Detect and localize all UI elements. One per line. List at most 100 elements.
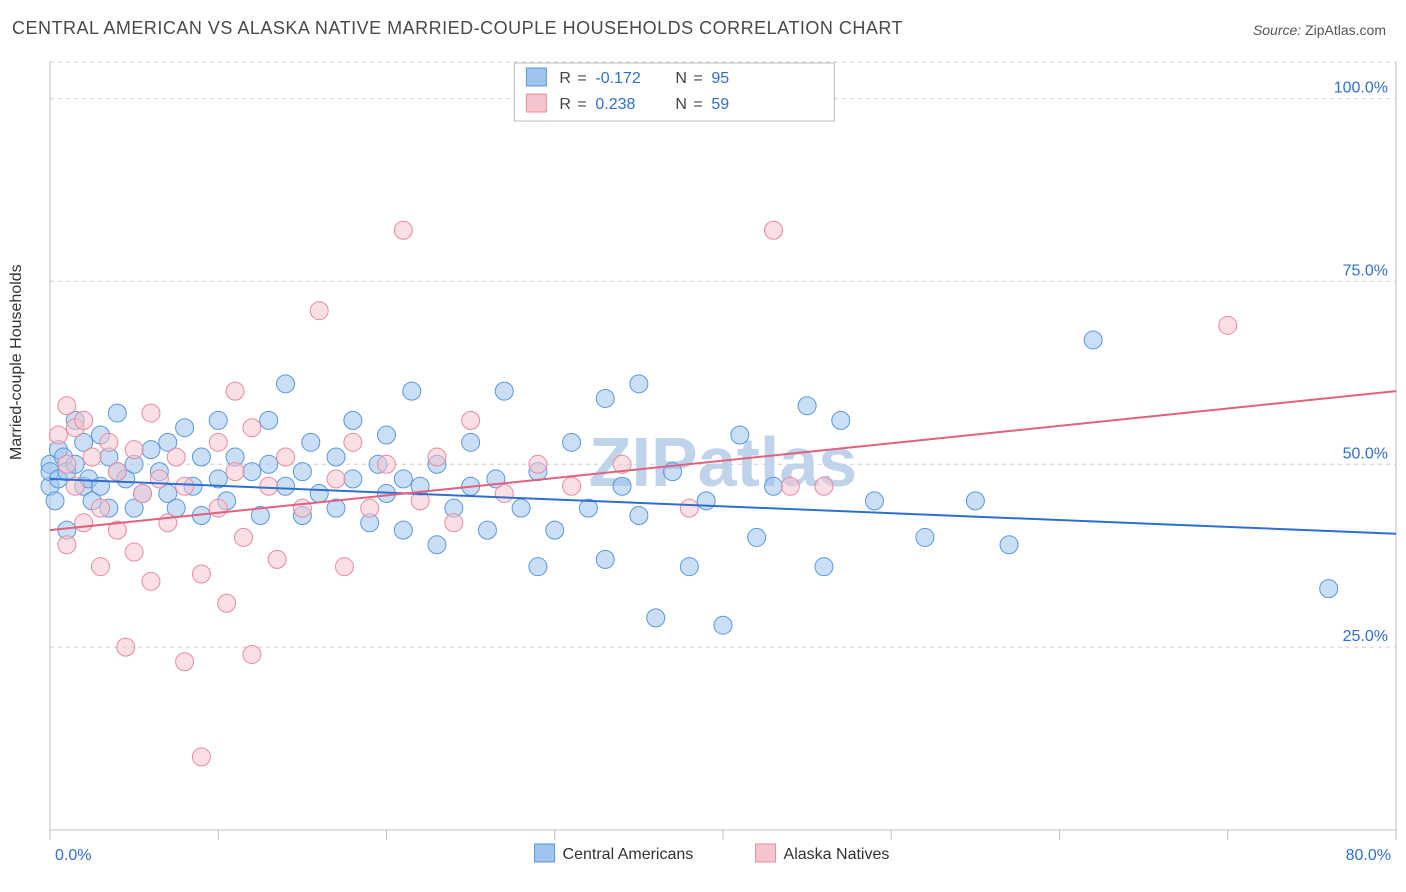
data-point xyxy=(91,558,109,576)
x-tick-label: 0.0% xyxy=(55,847,91,864)
source-credit: Source: ZipAtlas.com xyxy=(1253,22,1386,38)
data-point xyxy=(394,470,412,488)
data-point xyxy=(916,528,934,546)
data-point xyxy=(192,448,210,466)
data-point xyxy=(150,470,168,488)
data-point xyxy=(1084,331,1102,349)
data-point xyxy=(613,477,631,495)
data-point xyxy=(966,492,984,510)
data-point xyxy=(1219,316,1237,334)
data-point xyxy=(445,514,463,532)
legend-n-value: 59 xyxy=(711,96,729,113)
data-point xyxy=(176,477,194,495)
y-tick-label: 25.0% xyxy=(1343,628,1388,645)
data-point xyxy=(58,397,76,415)
scatter-chart: 0.0%80.0%25.0%50.0%75.0%100.0%ZIPatlasR=… xyxy=(0,50,1406,892)
data-point xyxy=(478,521,496,539)
data-point xyxy=(1320,580,1338,598)
legend-r-value: 0.238 xyxy=(595,96,635,113)
data-point xyxy=(310,302,328,320)
data-point xyxy=(100,433,118,451)
data-point xyxy=(361,499,379,517)
data-point xyxy=(234,528,252,546)
data-point xyxy=(428,448,446,466)
legend-swatch xyxy=(526,68,546,86)
data-point xyxy=(462,433,480,451)
data-point xyxy=(243,463,261,481)
y-tick-label: 50.0% xyxy=(1343,445,1388,462)
data-point xyxy=(260,411,278,429)
data-point xyxy=(529,455,547,473)
y-tick-label: 75.0% xyxy=(1343,262,1388,279)
data-point xyxy=(83,448,101,466)
legend-r-label: R xyxy=(559,96,571,113)
data-point xyxy=(764,477,782,495)
data-point xyxy=(647,609,665,627)
data-point xyxy=(209,499,227,517)
chart-title: CENTRAL AMERICAN VS ALASKA NATIVE MARRIE… xyxy=(12,18,903,39)
data-point xyxy=(310,485,328,503)
data-point xyxy=(378,455,396,473)
data-point xyxy=(176,419,194,437)
data-point xyxy=(58,536,76,554)
data-point xyxy=(125,441,143,459)
legend-series-label: Central Americans xyxy=(563,846,694,863)
legend-swatch xyxy=(526,94,546,112)
data-point xyxy=(134,485,152,503)
data-point xyxy=(293,499,311,517)
data-point xyxy=(748,528,766,546)
data-point xyxy=(798,397,816,415)
data-point xyxy=(630,375,648,393)
data-point xyxy=(260,477,278,495)
data-point xyxy=(108,404,126,422)
data-point xyxy=(260,455,278,473)
data-point xyxy=(815,558,833,576)
trend-line xyxy=(50,391,1396,530)
legend-eq: = xyxy=(693,70,702,87)
source-label: Source: xyxy=(1253,22,1301,38)
data-point xyxy=(277,448,295,466)
data-point xyxy=(46,492,64,510)
data-point xyxy=(1000,536,1018,554)
legend-swatch xyxy=(756,844,776,862)
data-point xyxy=(832,411,850,429)
data-point xyxy=(142,441,160,459)
data-point xyxy=(512,499,530,517)
data-point xyxy=(680,499,698,517)
data-point xyxy=(117,638,135,656)
data-point xyxy=(226,382,244,400)
data-point xyxy=(327,470,345,488)
data-point xyxy=(394,521,412,539)
data-point xyxy=(293,463,311,481)
data-point xyxy=(268,550,286,568)
data-point xyxy=(344,433,362,451)
legend-swatch xyxy=(535,844,555,862)
data-point xyxy=(495,382,513,400)
legend-eq: = xyxy=(577,96,586,113)
data-point xyxy=(344,470,362,488)
source-value: ZipAtlas.com xyxy=(1305,22,1386,38)
data-point xyxy=(243,419,261,437)
data-point xyxy=(327,448,345,466)
x-tick-label: 80.0% xyxy=(1346,847,1391,864)
data-point xyxy=(75,411,93,429)
legend-n-label: N xyxy=(675,96,687,113)
data-point xyxy=(563,433,581,451)
data-point xyxy=(108,463,126,481)
data-point xyxy=(731,426,749,444)
legend-series-label: Alaska Natives xyxy=(784,846,890,863)
legend-r-label: R xyxy=(559,70,571,87)
data-point xyxy=(781,477,799,495)
data-point xyxy=(142,404,160,422)
data-point xyxy=(176,653,194,671)
legend-r-value: -0.172 xyxy=(595,70,640,87)
data-point xyxy=(764,221,782,239)
data-point xyxy=(58,455,76,473)
data-point xyxy=(495,485,513,503)
data-point xyxy=(218,594,236,612)
data-point xyxy=(462,411,480,429)
data-point xyxy=(209,411,227,429)
data-point xyxy=(546,521,564,539)
data-point xyxy=(563,477,581,495)
data-point xyxy=(209,433,227,451)
